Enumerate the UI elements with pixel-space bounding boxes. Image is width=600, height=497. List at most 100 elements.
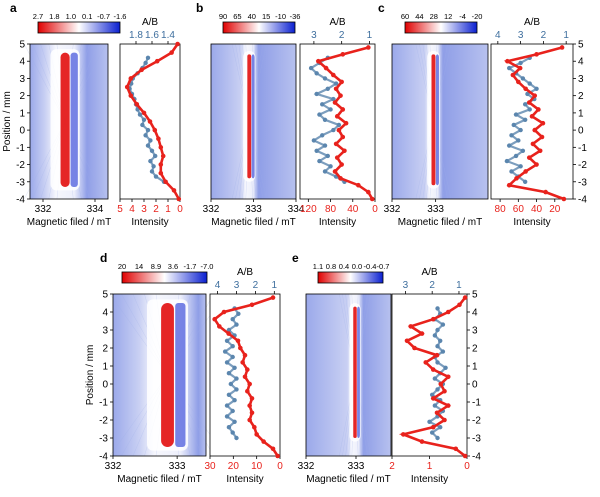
x-tick-label: 332 bbox=[384, 204, 401, 215]
intensity-point bbox=[438, 381, 444, 387]
ratio-point bbox=[432, 333, 438, 338]
ratio-point bbox=[511, 122, 516, 128]
ratio-point bbox=[507, 143, 512, 148]
ratio-point bbox=[226, 392, 232, 397]
colorbar bbox=[222, 21, 296, 34]
heatmap-positive-streak bbox=[161, 303, 174, 447]
x-tick-label: 333 bbox=[348, 461, 365, 472]
intensity-point bbox=[156, 136, 161, 142]
intensity-point bbox=[261, 439, 266, 444]
intensity-point bbox=[141, 110, 147, 116]
intensity-tick-label: 120 bbox=[300, 204, 317, 215]
x-tick-label: 332 bbox=[105, 461, 122, 472]
heatmap-frame bbox=[112, 293, 207, 457]
ratio-point bbox=[145, 143, 151, 148]
x-tick-label: 332 bbox=[203, 204, 220, 215]
y-tick-label-right: 3 bbox=[578, 74, 584, 85]
intensity-point bbox=[537, 148, 543, 154]
ratio-point bbox=[331, 96, 336, 102]
ratio-point bbox=[520, 148, 526, 153]
intensity-point bbox=[154, 58, 160, 64]
intensity-point bbox=[534, 162, 539, 167]
ratio-point bbox=[435, 435, 440, 441]
intensity-tick-label: 0 bbox=[464, 461, 470, 472]
colorbar bbox=[121, 271, 208, 284]
ratio-point bbox=[440, 322, 446, 327]
x-axis-label: Magnetic filed / mT bbox=[117, 474, 201, 485]
ratio-point bbox=[520, 76, 526, 81]
y-tick-label-right: -1 bbox=[472, 398, 481, 409]
y-tick-label-right: -2 bbox=[472, 416, 481, 427]
intensity-point bbox=[124, 84, 130, 90]
heatmap-positive-streak bbox=[353, 306, 357, 438]
intensity-tick-label: 40 bbox=[347, 204, 359, 215]
ratio-point bbox=[317, 158, 322, 164]
ratio-point bbox=[429, 392, 435, 397]
y-tick-label: -1 bbox=[16, 143, 25, 154]
ratio-point bbox=[435, 306, 440, 311]
panel-letter: e bbox=[292, 251, 299, 265]
panel-letter: c bbox=[378, 1, 385, 15]
ratio-point bbox=[228, 381, 234, 387]
intensity-point bbox=[430, 367, 436, 372]
intensity-tick-label: 3 bbox=[141, 204, 147, 215]
intensity-tick-label: 0 bbox=[177, 204, 183, 215]
ratio-point bbox=[224, 360, 230, 365]
intensity-point bbox=[242, 374, 248, 380]
intensity-point bbox=[128, 93, 134, 98]
intensity-point bbox=[160, 153, 166, 159]
intensity-point bbox=[332, 100, 338, 105]
intensity-point bbox=[445, 403, 451, 408]
intensity-point bbox=[369, 196, 375, 202]
ratio-tick-label: 3 bbox=[234, 280, 240, 291]
y-tick-label: 1 bbox=[102, 362, 108, 373]
colorbar-tick-label: -36 bbox=[290, 12, 301, 21]
intensity-point bbox=[247, 417, 252, 423]
y-tick-label-right: 1 bbox=[578, 108, 584, 119]
ratio-point bbox=[311, 138, 317, 143]
ratio-axis-label: A/B bbox=[524, 17, 540, 28]
ratio-point bbox=[226, 327, 232, 333]
ratio-point bbox=[145, 55, 151, 60]
intensity-point bbox=[540, 120, 546, 126]
ratio-tick-label: 1 bbox=[456, 280, 462, 291]
y-tick-label-right: 0 bbox=[578, 126, 584, 137]
y-tick-label-right: 2 bbox=[472, 344, 478, 355]
intensity-point bbox=[169, 50, 174, 55]
intensity-tick-label: 10 bbox=[251, 461, 263, 472]
intensity-point bbox=[333, 141, 339, 147]
intensity-point bbox=[532, 127, 538, 133]
ratio-point bbox=[438, 425, 443, 430]
x-axis-label: Magnetic filed / mT bbox=[27, 217, 111, 228]
ratio-axis-label: A/B bbox=[142, 17, 158, 28]
ratio-point bbox=[320, 102, 325, 107]
intensity-point bbox=[252, 424, 257, 430]
intensity-point bbox=[134, 101, 140, 107]
x-tick-label: 334 bbox=[87, 204, 104, 215]
intensity-point bbox=[532, 93, 538, 98]
colorbar-tick-label: 1.8 bbox=[49, 12, 59, 21]
intensity-axis-label: Intensity bbox=[411, 474, 448, 485]
ratio-point bbox=[325, 153, 330, 159]
colorbar-tick-label: 20 bbox=[118, 262, 126, 271]
intensity-point bbox=[514, 176, 519, 181]
ratio-point bbox=[234, 322, 239, 327]
intensity-point bbox=[339, 162, 344, 167]
colorbar-tick-label: 60 bbox=[401, 12, 409, 21]
intensity-point bbox=[423, 360, 429, 365]
x-tick-label: 333 bbox=[245, 204, 262, 215]
intensity-tick-label: 0 bbox=[277, 461, 283, 472]
intensity-point bbox=[526, 155, 532, 160]
y-tick-label-right: 0 bbox=[472, 380, 478, 391]
intensity-point bbox=[245, 367, 250, 372]
ratio-point bbox=[322, 117, 328, 122]
intensity-point bbox=[529, 114, 535, 119]
intensity-point bbox=[139, 67, 144, 73]
intensity-point bbox=[343, 120, 349, 126]
intensity-point bbox=[316, 58, 321, 64]
y-tick-label: -3 bbox=[16, 177, 25, 188]
heatmap-negative-lobe bbox=[435, 54, 439, 186]
ratio-point bbox=[516, 138, 521, 143]
